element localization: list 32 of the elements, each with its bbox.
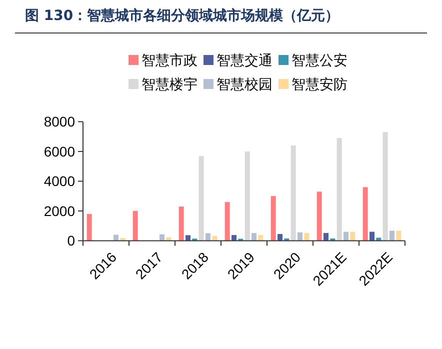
bar — [178, 206, 184, 241]
bar — [316, 192, 322, 241]
y-tick-label: 0 — [67, 232, 76, 249]
legend-label: 智慧安防 — [292, 77, 348, 93]
bar — [198, 156, 204, 241]
y-tick-label: 6000 — [44, 143, 76, 160]
bar — [132, 210, 138, 241]
y-tick-label: 4000 — [44, 173, 76, 190]
bar — [396, 230, 402, 241]
bar — [278, 234, 282, 241]
y-tick-label: 2000 — [44, 202, 76, 219]
chart-title: 图 130：智慧城市各细分领域城市场规模（亿元） — [25, 7, 340, 24]
bar — [324, 232, 328, 241]
bar — [244, 151, 250, 241]
legend-label: 智慧交通 — [216, 53, 272, 69]
y-tick-label: 8000 — [44, 114, 76, 130]
bar — [252, 232, 256, 241]
bar — [186, 235, 190, 241]
bar — [336, 138, 342, 241]
legend-label: 智慧校园 — [216, 77, 272, 93]
bar — [362, 187, 368, 241]
bar — [382, 132, 388, 241]
bar — [298, 232, 302, 241]
bar — [390, 230, 394, 241]
bar — [224, 202, 230, 241]
bar — [304, 232, 310, 241]
legend-label: 智慧市政 — [142, 53, 198, 69]
legend-label: 智慧楼宇 — [142, 77, 198, 93]
bar — [270, 196, 276, 241]
bar — [86, 214, 92, 241]
legend-label: 智慧公安 — [292, 53, 348, 69]
bar — [290, 146, 296, 241]
